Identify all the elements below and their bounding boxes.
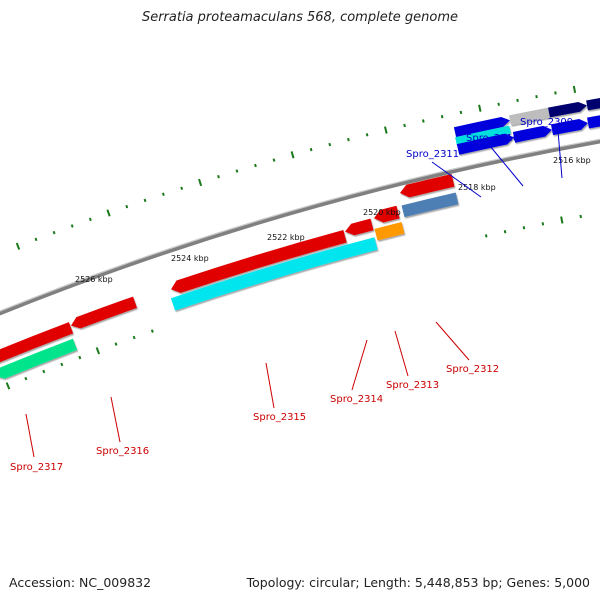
gene-spro-2310[interactable]: [508, 107, 550, 126]
scale-tick: [541, 222, 545, 226]
genome-backbone: [0, 139, 600, 316]
scale-tick: [254, 163, 257, 168]
scale-tick: [522, 226, 526, 230]
label-leader-line: [110, 396, 121, 443]
scale-label: 2522 kbp: [267, 233, 305, 242]
label-leader-line: [25, 413, 35, 458]
gene-fragment[interactable]: [586, 96, 600, 111]
label-leader-line: [435, 321, 470, 361]
scale-tick: [150, 329, 154, 333]
scale-tick: [106, 209, 111, 217]
gene-segment-red[interactable]: [400, 173, 455, 198]
scale-tick: [516, 98, 519, 103]
scale-tick: [579, 214, 582, 219]
scale-tick: [328, 142, 332, 147]
gene-segment-blue[interactable]: [587, 115, 600, 129]
gene-label-spro-2315[interactable]: Spro_2315: [253, 412, 306, 423]
scale-tick: [560, 216, 564, 224]
gene-segment-blue[interactable]: [456, 133, 514, 155]
scale-tick: [88, 217, 92, 222]
scale-tick: [309, 147, 313, 152]
scale-tick: [440, 114, 444, 119]
gene-label-spro-2311[interactable]: Spro_2311: [406, 149, 459, 160]
scale-label: 2524 kbp: [171, 254, 209, 263]
scale-tick: [60, 362, 64, 367]
scale-tick: [497, 102, 500, 106]
scale-tick: [365, 133, 369, 137]
scale-tick: [198, 178, 203, 187]
scale-tick: [384, 126, 388, 134]
scale-tick: [478, 104, 482, 112]
scale-tick: [217, 174, 220, 179]
scale-label: 2520 kbp: [363, 208, 401, 217]
label-leader-line: [489, 145, 524, 187]
label-leader-line: [394, 330, 409, 377]
scale-tick: [403, 123, 406, 128]
gene-spro-2313[interactable]: [374, 222, 405, 241]
gene-segment-blue[interactable]: [550, 119, 588, 136]
gene-label-spro-2312[interactable]: Spro_2312: [446, 364, 499, 375]
gene-spro-2317[interactable]: [0, 338, 78, 379]
scale-tick: [235, 169, 239, 173]
scale-tick: [422, 119, 425, 123]
scale-tick: [572, 85, 577, 94]
genome-summary-text: Topology: circular; Length: 5,448,853 bp…: [246, 575, 590, 590]
scale-tick: [272, 158, 276, 162]
label-leader-line: [431, 161, 482, 198]
scale-tick: [554, 91, 557, 95]
scale-tick: [42, 369, 46, 374]
gene-label-spro-2314[interactable]: Spro_2314: [330, 394, 383, 405]
gene-label-spro-2309[interactable]: Spro_2309: [520, 117, 573, 128]
scale-tick: [459, 110, 463, 115]
scale-tick: [180, 186, 184, 191]
scale-tick: [114, 342, 118, 346]
gene-spro-2314[interactable]: [345, 218, 374, 236]
label-leader-line: [351, 339, 368, 391]
label-leader-line: [557, 130, 563, 179]
scale-tick: [78, 355, 82, 360]
gene-segment-red[interactable]: [171, 229, 347, 293]
scale-tick: [24, 376, 28, 381]
scale-tick: [70, 224, 74, 228]
gene-spro-2311[interactable]: [453, 117, 510, 138]
accession-text: Accession: NC_009832: [9, 575, 152, 590]
scale-label: 2516 kbp: [553, 156, 591, 165]
scale-tick: [143, 198, 147, 203]
scale-tick: [95, 347, 101, 355]
scale-tick: [15, 242, 21, 250]
scale-label: 2526 kbp: [75, 275, 113, 284]
label-leader-line: [265, 362, 275, 409]
scale-tick: [5, 382, 11, 390]
scale-tick: [347, 137, 350, 142]
scale-tick: [132, 335, 136, 340]
scale-tick: [290, 151, 295, 159]
gene-label-spro-2316[interactable]: Spro_2316: [96, 446, 149, 457]
gene-spro-2312[interactable]: [401, 192, 459, 218]
scale-tick: [52, 230, 56, 235]
scale-label: 2518 kbp: [458, 183, 496, 192]
gene-spro-2309[interactable]: [548, 101, 587, 118]
gene-label-spro-2313[interactable]: Spro_2313: [386, 380, 439, 391]
gene-label-spro-2310[interactable]: Spro_2310: [466, 133, 519, 144]
gene-label-spro-2317[interactable]: Spro_2317: [10, 462, 63, 473]
scale-tick: [34, 237, 38, 242]
gene-spro-2316[interactable]: [71, 296, 137, 329]
gene-segment-red[interactable]: [374, 205, 400, 223]
scale-tick: [535, 94, 538, 99]
gene-spro-2315[interactable]: [170, 237, 378, 311]
scale-tick: [125, 204, 129, 209]
gene-segment-blue[interactable]: [512, 125, 552, 143]
genome-title: Serratia proteamaculans 568, complete ge…: [141, 10, 459, 25]
scale-tick: [503, 230, 507, 234]
gene-segment-cyan[interactable]: [455, 125, 511, 146]
gene-segment-red[interactable]: [0, 322, 74, 363]
scale-tick: [484, 234, 488, 238]
scale-tick: [161, 192, 165, 197]
